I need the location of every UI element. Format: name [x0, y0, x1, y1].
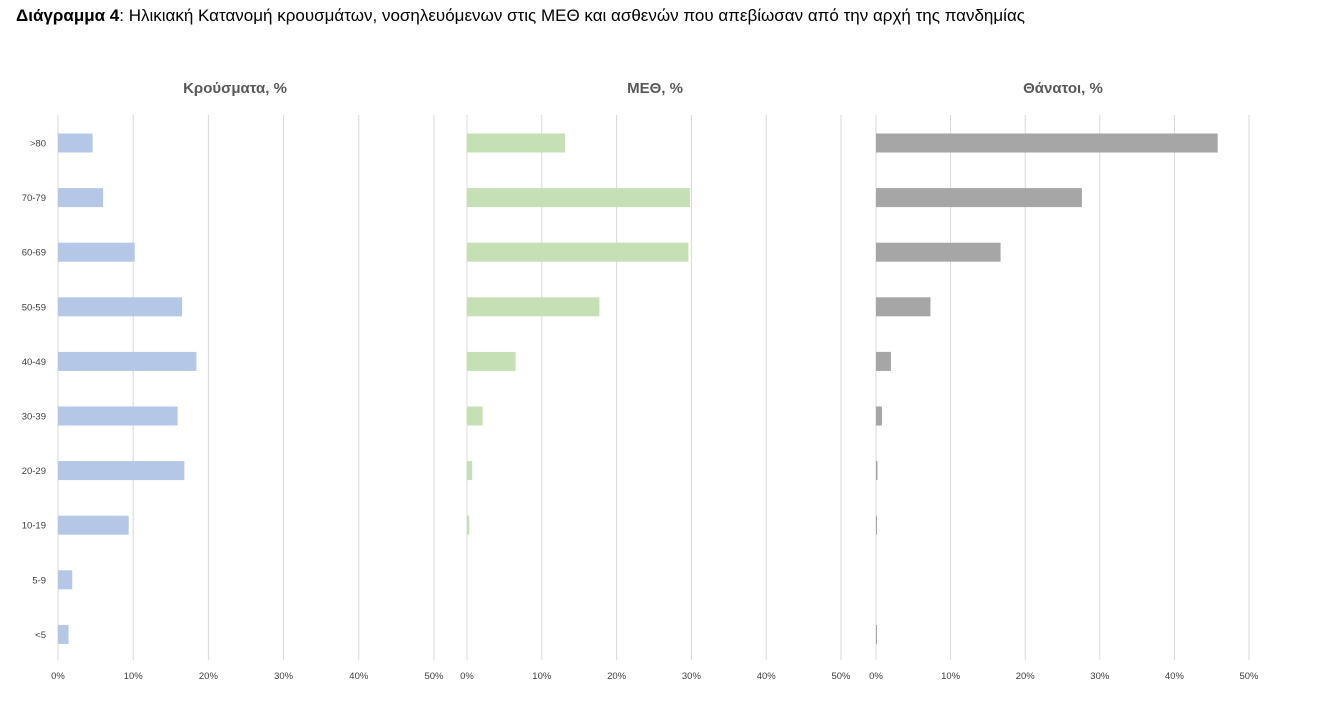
tick-label: 20%: [199, 671, 219, 682]
tick-label: 20%: [1016, 671, 1036, 682]
tick-label: 50%: [831, 671, 851, 682]
tick-label: 40%: [757, 671, 777, 682]
bar-2029: [467, 461, 473, 481]
category-label: 10-19: [22, 521, 46, 532]
bar-5: [58, 624, 69, 644]
bar-80: [58, 133, 93, 153]
tick-label: 0%: [51, 671, 65, 682]
tick-label: 30%: [1090, 671, 1110, 682]
bar-59: [58, 570, 73, 590]
bar-80: [876, 133, 1218, 153]
bar-1019: [467, 515, 470, 535]
chart-title: ΜΕΘ, %: [627, 80, 683, 97]
bar-5: [876, 624, 877, 644]
chart-title: Θάνατοι, %: [1023, 80, 1103, 97]
bar-5059: [876, 297, 931, 317]
category-label: 70-79: [22, 193, 46, 204]
chart-title: Κρούσματα, %: [183, 80, 287, 97]
bar-5059: [58, 297, 183, 317]
bar-7079: [876, 188, 1082, 208]
category-label: 20-29: [22, 466, 46, 477]
category-label: >80: [30, 139, 46, 150]
tick-label: 50%: [424, 671, 444, 682]
bar-6069: [467, 242, 689, 262]
tick-label: 30%: [274, 671, 294, 682]
category-label: 60-69: [22, 248, 46, 259]
bar-3039: [876, 406, 882, 426]
bar-7079: [58, 188, 104, 208]
category-label: 5-9: [32, 575, 46, 586]
bar-4049: [58, 351, 197, 371]
category-label: <5: [35, 630, 46, 641]
tick-label: 10%: [532, 671, 552, 682]
tick-label: 0%: [869, 671, 883, 682]
category-label: 50-59: [22, 302, 46, 313]
bar-4049: [876, 351, 891, 371]
tick-label: 10%: [941, 671, 961, 682]
tick-label: 10%: [124, 671, 144, 682]
figure-caption: Διάγραμμα 4: Ηλικιακή Κατανομή κρουσμάτω…: [16, 6, 1025, 26]
bar-4049: [467, 351, 516, 371]
bar-3039: [58, 406, 178, 426]
tick-label: 0%: [460, 671, 474, 682]
bar-1019: [876, 515, 877, 535]
bar-5059: [467, 297, 600, 317]
figure-caption-label: Διάγραμμα 4: [16, 6, 120, 25]
tick-label: 40%: [349, 671, 369, 682]
bar-80: [467, 133, 565, 153]
category-label: 30-39: [22, 412, 46, 423]
figure-caption-text: : Ηλικιακή Κατανομή κρουσμάτων, νοσηλευό…: [119, 6, 1025, 25]
bar-6069: [58, 242, 135, 262]
bar-7079: [467, 188, 690, 208]
bar-1019: [58, 515, 129, 535]
bar-2029: [58, 461, 185, 481]
bar-2029: [876, 461, 878, 481]
tick-label: 50%: [1239, 671, 1259, 682]
tick-label: 30%: [682, 671, 702, 682]
bar-3039: [467, 406, 483, 426]
bar-6069: [876, 242, 1001, 262]
tick-label: 40%: [1165, 671, 1185, 682]
category-label: 40-49: [22, 357, 46, 368]
tick-label: 20%: [607, 671, 627, 682]
